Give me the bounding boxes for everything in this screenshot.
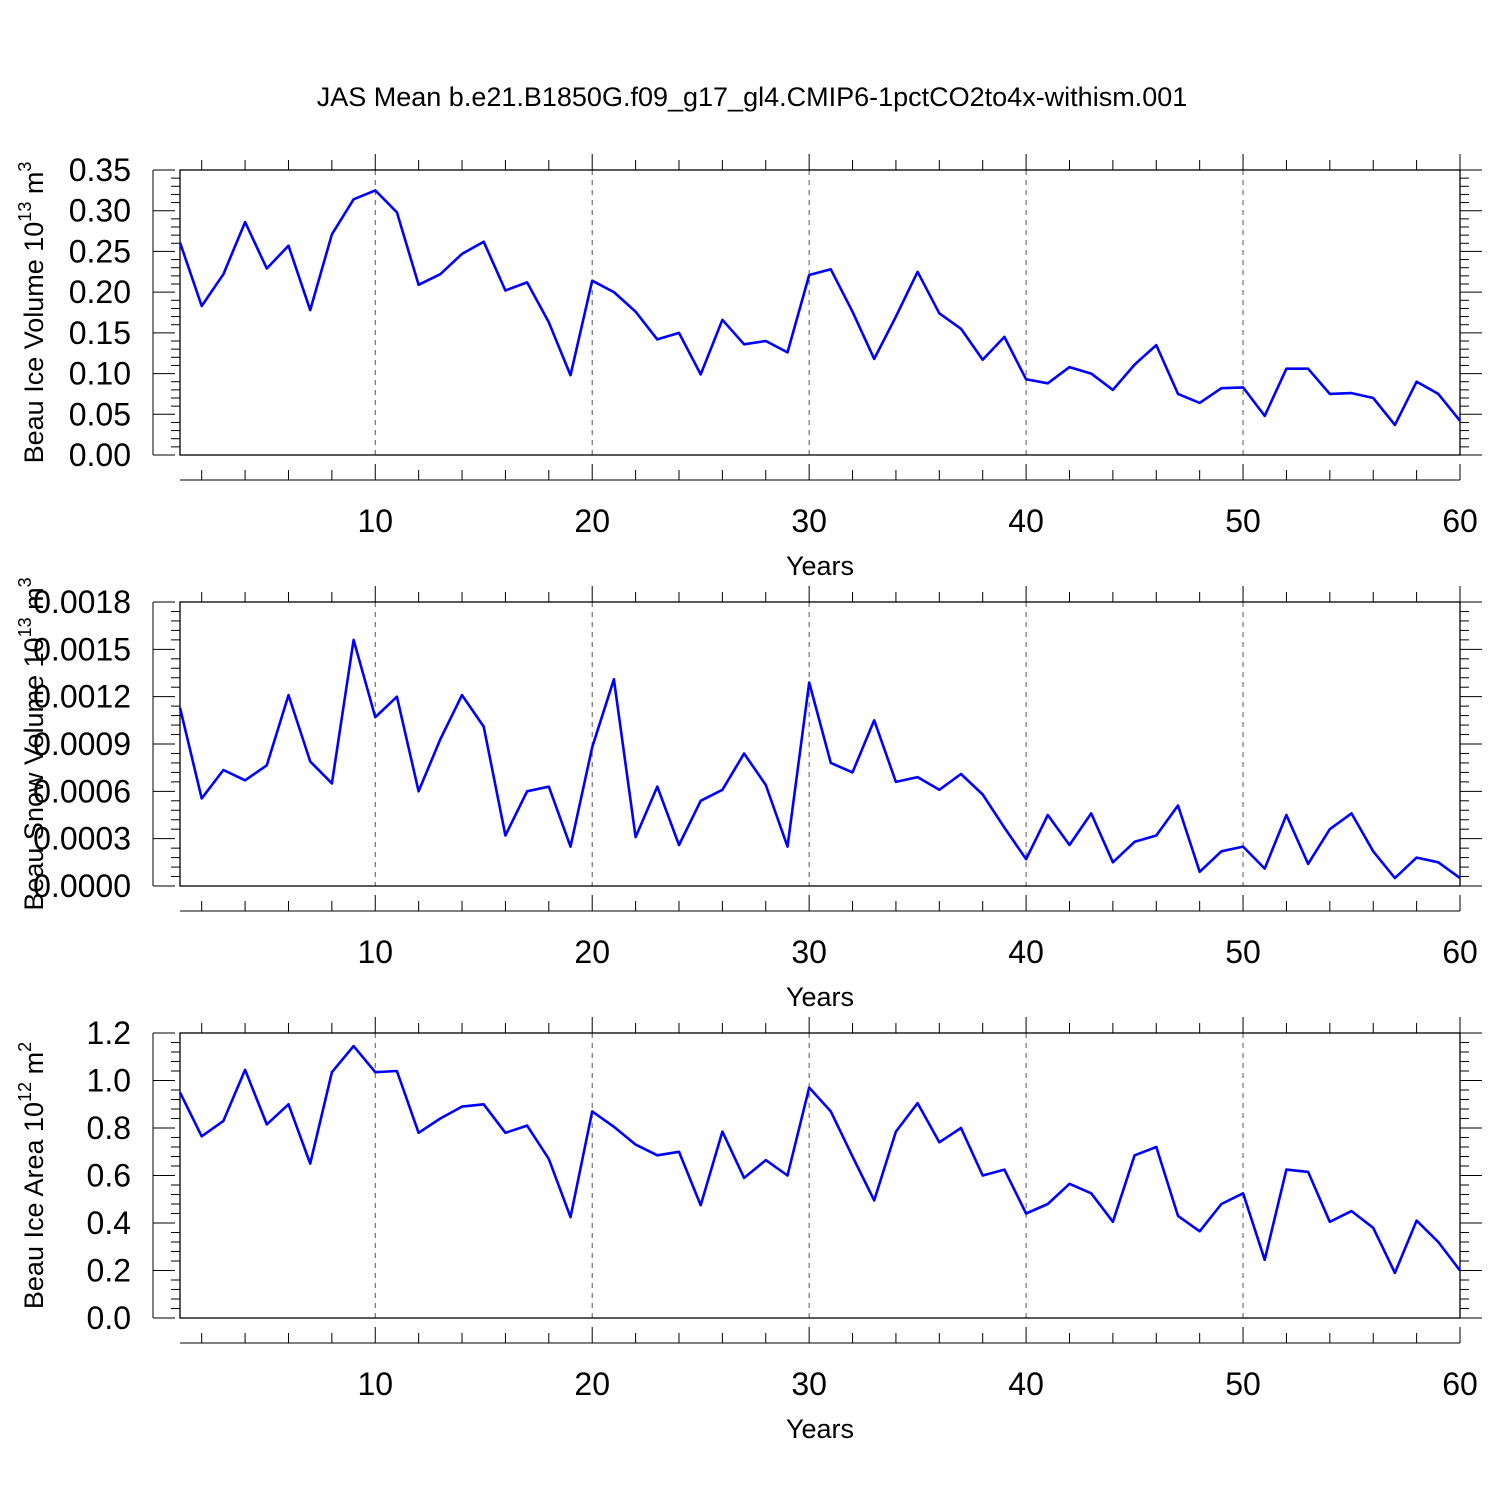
series-line [178, 638, 1461, 880]
x-tick-label: 30 [791, 1366, 827, 1402]
y-tick-label: 0.10 [69, 356, 131, 392]
x-tick-label: 50 [1225, 1366, 1261, 1402]
y-tick-label: 0.8 [87, 1110, 131, 1146]
x-tick-label: 60 [1442, 503, 1478, 539]
x-tick-label: 60 [1442, 934, 1478, 970]
x-axis-label: Years [786, 551, 854, 581]
y-axis-label: Beau Ice Area 1012 m2 [15, 1042, 49, 1309]
x-tick-label: 10 [357, 1366, 393, 1402]
series-line [178, 1044, 1462, 1275]
y-tick-label: 0.0018 [33, 584, 131, 620]
x-tick-label: 20 [574, 934, 610, 970]
y-tick-label: 1.0 [87, 1063, 131, 1099]
x-tick-label: 30 [791, 934, 827, 970]
y-tick-label: 0.20 [69, 274, 131, 310]
x-axis-label: Years [786, 982, 854, 1012]
chart-panel-2: 10 20 30 40 50 60 Years 0.0000 0.0003 0.0006 0.000… [15, 577, 1482, 1012]
plot-frame [179, 601, 1461, 887]
y-tick-label: 0.0012 [33, 679, 131, 715]
y-tick-label: 0.25 [69, 233, 131, 269]
y-tick-label: 0.0 [87, 1300, 131, 1336]
x-tick-label: 50 [1225, 503, 1261, 539]
plot-frame [179, 169, 1461, 456]
x-tick-label: 20 [574, 1366, 610, 1402]
y-tick-label: 0.05 [69, 396, 131, 432]
y-tick-label: 0.35 [69, 152, 131, 188]
y-tick-label: 0.0003 [33, 821, 131, 857]
y-tick-label: 0.0000 [33, 868, 131, 904]
x-tick-label: 10 [357, 934, 393, 970]
figure-title: JAS Mean b.e21.B1850G.f09_g17_gl4.CMIP6-… [317, 82, 1188, 112]
y-tick-label: 0.0015 [33, 631, 131, 667]
y-tick-label: 0.30 [69, 193, 131, 229]
y-tick-label: 0.6 [87, 1158, 131, 1194]
x-tick-label: 20 [574, 503, 610, 539]
x-tick-label: 30 [791, 503, 827, 539]
x-tick-label: 40 [1008, 1366, 1044, 1402]
chart-panel-3: 10 20 30 40 50 60 Years 0.0 0.2 0.4 0.6 0.8 1.0 1.2 Be… [15, 1015, 1482, 1444]
series-line [178, 189, 1462, 427]
x-tick-label: 40 [1008, 503, 1044, 539]
y-tick-label: 0.4 [87, 1205, 131, 1241]
y-tick-label: 1.2 [87, 1015, 131, 1051]
y-axis-label: Beau Snow Volume 1013 m3 [15, 577, 49, 910]
y-tick-label: 0.00 [69, 437, 131, 473]
x-tick-label: 10 [357, 503, 393, 539]
plot-frame [179, 1032, 1461, 1319]
x-tick-label: 60 [1442, 1366, 1478, 1402]
x-axis-label: Years [786, 1414, 854, 1444]
y-axis-label: Beau Ice Volume 1013 m3 [15, 162, 49, 464]
chart-panel-1: 10 20 30 40 50 60 Years 0.00 0.05 0.10 0.15 0.20 0.2… [15, 152, 1482, 581]
x-tick-label: 40 [1008, 934, 1044, 970]
y-tick-label: 0.0009 [33, 726, 131, 762]
y-tick-label: 0.0006 [33, 773, 131, 809]
y-tick-label: 0.2 [87, 1253, 131, 1289]
x-tick-label: 50 [1225, 934, 1261, 970]
panels: 10 20 30 40 50 60 Years 0.00 0.05 0.10 0.15 0.20 0.2… [15, 152, 1482, 1444]
y-tick-label: 0.15 [69, 315, 131, 351]
